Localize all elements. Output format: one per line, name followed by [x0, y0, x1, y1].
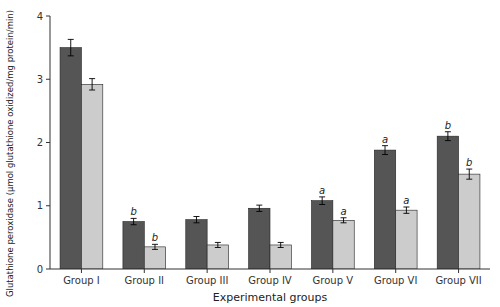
y-axis-label: Glutathione peroxidase (µmol glutathione…	[5, 10, 15, 297]
x-tick	[458, 269, 459, 273]
annotation: b	[466, 157, 472, 168]
error-bar	[152, 244, 158, 249]
error-bar	[466, 169, 472, 179]
bar	[81, 84, 102, 269]
x-tick-label: Group III	[186, 275, 228, 286]
y-tick-label: 0	[37, 264, 43, 275]
x-tick-label: Group VI	[374, 275, 417, 286]
y-tick	[46, 205, 50, 206]
annotation: b	[130, 206, 136, 217]
x-tick	[270, 269, 271, 273]
bar	[270, 245, 291, 269]
bar	[144, 247, 165, 269]
bar	[123, 222, 144, 269]
annotation: a	[319, 185, 325, 196]
x-tick	[332, 269, 333, 273]
error-bar	[215, 242, 221, 247]
bar	[60, 48, 81, 269]
error-bar	[89, 79, 95, 90]
x-axis-label: Experimental groups	[213, 291, 328, 304]
bar	[333, 220, 354, 269]
bar	[437, 136, 458, 269]
error-bar	[319, 197, 325, 205]
bar	[186, 220, 207, 269]
x-tick-label: Group V	[313, 275, 354, 286]
bar	[249, 208, 270, 269]
y-tick-label: 4	[37, 11, 43, 22]
error-bar	[278, 242, 284, 247]
error-bar	[445, 132, 451, 141]
y-tick	[46, 142, 50, 143]
annotation: b	[445, 120, 451, 131]
x-tick	[395, 269, 396, 273]
x-tick	[207, 269, 208, 273]
x-tick-label: Group II	[125, 275, 165, 286]
y-tick-label: 3	[37, 74, 43, 85]
y-tick-label: 1	[37, 200, 43, 211]
x-tick-label: Group I	[63, 275, 100, 286]
annotation: b	[152, 232, 158, 243]
bar	[396, 210, 417, 269]
annotation: a	[340, 206, 346, 217]
plot-area	[60, 39, 480, 269]
error-bar	[382, 146, 388, 155]
annotation: a	[403, 195, 409, 206]
y-tick	[46, 269, 50, 270]
bar	[459, 174, 480, 269]
error-bar	[131, 218, 137, 224]
error-bar	[341, 218, 347, 223]
annotation: a	[382, 134, 388, 145]
y-tick	[46, 79, 50, 80]
bar	[311, 201, 332, 269]
error-bar	[256, 205, 262, 211]
bar	[374, 150, 395, 269]
x-tick	[81, 269, 82, 273]
error-bar	[193, 217, 199, 223]
bar	[207, 245, 228, 269]
x-tick-label: Group IV	[248, 275, 292, 286]
chart: b a a b b a a b 0 1 2 3 4 Group I Group II Group III Gro…	[0, 0, 500, 307]
x-tick	[144, 269, 145, 273]
x-tick-label: Group VII	[435, 275, 481, 286]
error-bar	[68, 39, 74, 55]
y-tick	[46, 16, 50, 17]
y-tick-label: 2	[37, 137, 43, 148]
error-bar	[403, 207, 409, 213]
